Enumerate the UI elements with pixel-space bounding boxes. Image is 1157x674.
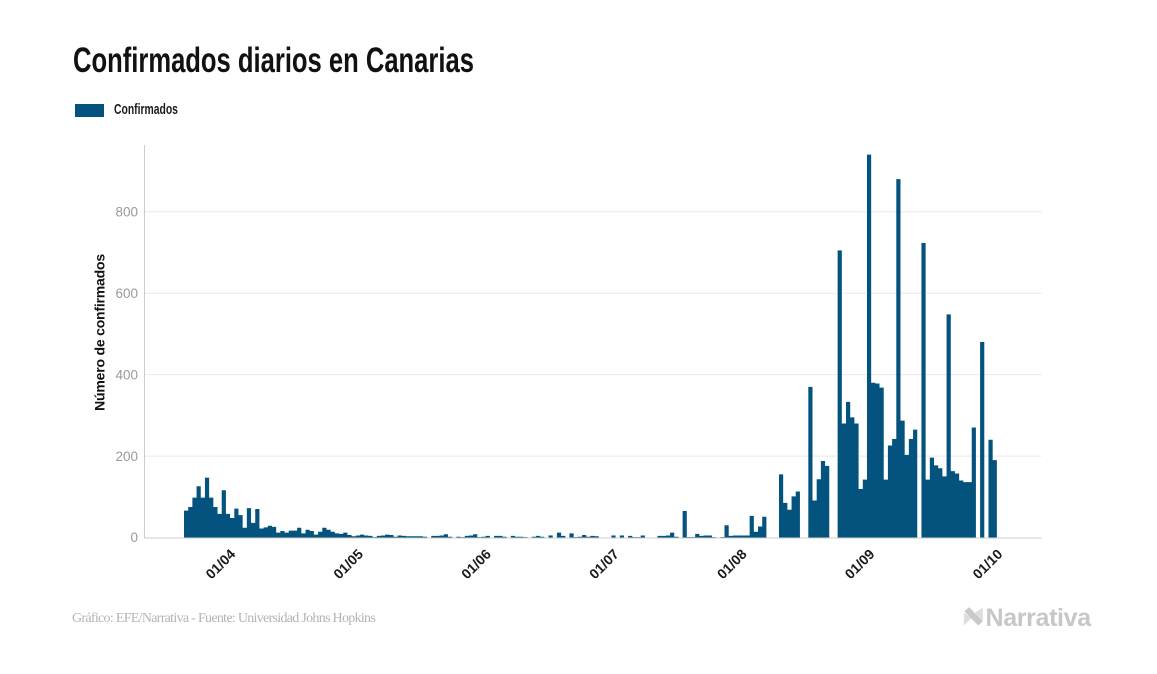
- svg-text:01/08: 01/08: [714, 546, 750, 582]
- svg-text:0: 0: [130, 530, 138, 545]
- svg-text:01/05: 01/05: [330, 546, 366, 582]
- svg-text:Número de confirmados: Número de confirmados: [92, 254, 108, 411]
- svg-text:600: 600: [115, 286, 138, 301]
- svg-text:01/07: 01/07: [586, 546, 622, 582]
- svg-text:800: 800: [115, 205, 138, 220]
- svg-text:200: 200: [115, 449, 138, 464]
- svg-text:01/06: 01/06: [458, 546, 494, 582]
- svg-text:01/04: 01/04: [202, 546, 238, 582]
- svg-text:01/10: 01/10: [969, 546, 1005, 582]
- svg-text:400: 400: [115, 367, 138, 382]
- svg-text:01/09: 01/09: [841, 546, 877, 582]
